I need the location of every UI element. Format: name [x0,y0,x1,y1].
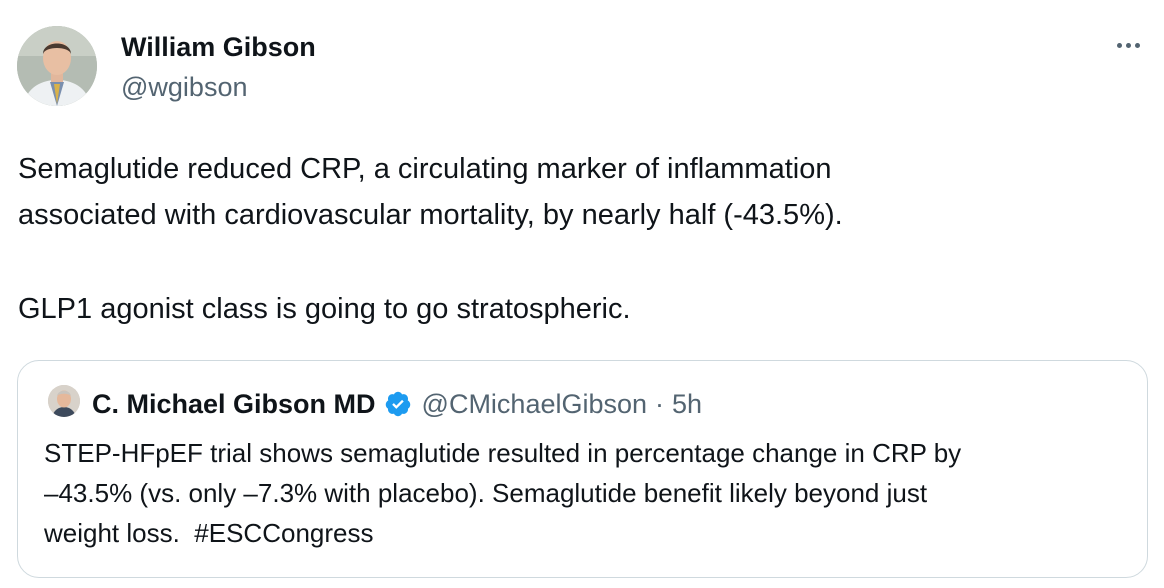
tweet-text-line: associated with cardiovascular mortality… [18,199,843,231]
more-dot [1125,42,1131,48]
quoted-header: C. Michael Gibson MD @CMichaelGibson · 5… [92,387,702,421]
quoted-timestamp: 5h [672,389,703,419]
quoted-separator: · [655,389,665,419]
quoted-author-avatar [48,385,80,417]
quoted-author-name: C. Michael Gibson MD [92,389,376,419]
author-handle[interactable]: @wgibson [121,72,248,102]
quoted-text-line: –43.5% (vs. only –7.3% with placebo). Se… [44,478,928,508]
more-dot [1116,42,1122,48]
quoted-tweet[interactable]: C. Michael Gibson MD @CMichaelGibson · 5… [17,360,1148,578]
tweet-text-line: GLP1 agonist class is going to go strato… [18,293,631,325]
tweet-text: Semaglutide reduced CRP, a circulating m… [18,146,1138,332]
quoted-text-line: STEP-HFpEF trial shows semaglutide resul… [44,438,962,468]
author-avatar[interactable] [17,26,97,106]
tweet-text-line: Semaglutide reduced CRP, a circulating m… [18,153,832,185]
more-dot [1134,42,1140,48]
verified-badge-icon [384,390,412,418]
more-options-icon[interactable] [1108,30,1148,60]
author-name[interactable]: William Gibson [121,32,316,62]
quoted-author-handle: @CMichaelGibson [421,389,648,419]
quoted-text-line: weight loss. #ESCCongress [44,518,374,548]
quoted-text: STEP-HFpEF trial shows semaglutide resul… [44,433,1134,553]
